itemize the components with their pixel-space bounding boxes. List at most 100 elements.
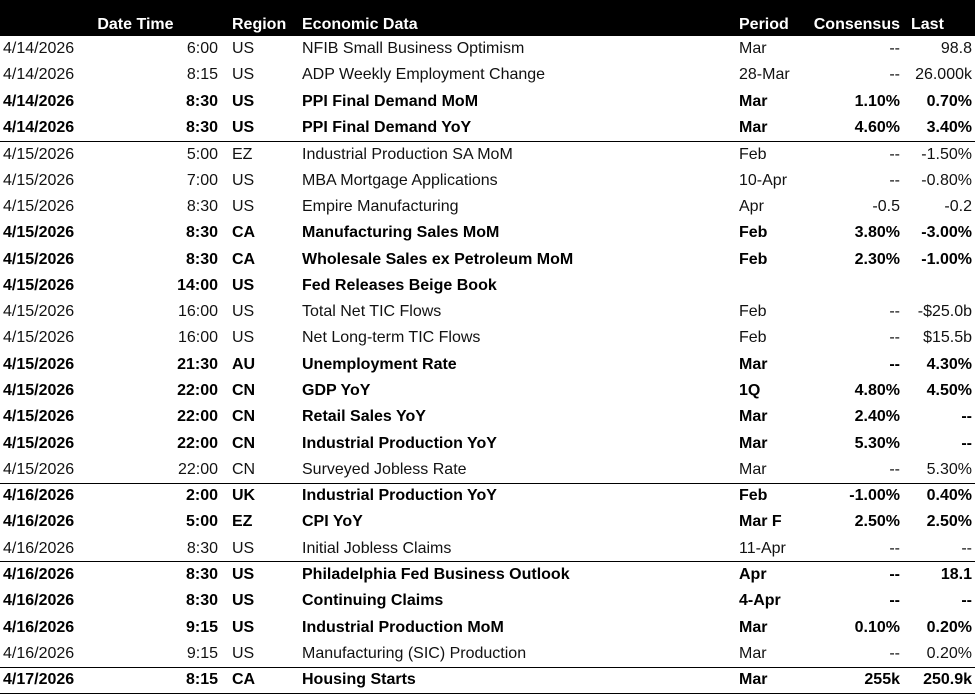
cell-time: 22:00 [177,434,218,452]
cell-region: CN [232,434,256,452]
table-header: Date Time Region Economic Data Period Co… [0,0,975,36]
cell-economic-data: Industrial Production YoY [302,434,497,452]
header-time-label: Time [136,16,174,33]
cell-region: US [232,197,255,215]
cell-period: Feb [735,140,799,168]
cell-period [735,273,799,299]
cell-economic-data: Manufacturing (SIC) Production [302,644,527,662]
cell-consensus: -- [889,66,900,84]
cell-consensus: 2.30% [854,250,900,268]
cell-time: 8:15 [132,666,224,694]
cell-date: 4/16/2026 [3,539,75,557]
cell-date: 4/16/2026 [3,618,75,636]
cell-consensus [799,273,903,299]
table-row: 4/16/2026 8:30 US Continuing Claims 4-Apr -- -… [0,588,975,614]
cell-time: 6:00 [186,40,218,58]
cell-consensus: 4.60% [854,118,900,136]
cell-last: -3.00% [921,224,972,242]
cell-economic-data: Industrial Production MoM [302,618,504,636]
cell-period: Mar [739,408,768,426]
cell-region: CN [232,408,256,426]
cell-period: 1Q [739,382,761,399]
table-row: 4/15/2026 22:00 CN Industrial Production Yo… [0,430,975,456]
table-row: 4/15/2026 7:00 US MBA Mortgage Applications… [0,167,975,193]
table-row: 4/15/2026 8:30 CA Manufacturing Sales MoM Fe… [0,220,975,246]
cell-time: 8:30 [132,561,224,589]
cell-consensus: -- [889,539,900,557]
cell-economic-data: Surveyed Jobless Rate [302,460,467,478]
cell-time: 9:15 [186,644,218,662]
cell-economic-data: Net Long-term TIC Flows [302,329,481,347]
table-row: 4/16/2026 8:30 US Initial Jobless Claims 11-… [0,536,975,562]
cell-last: 0.40% [903,482,975,510]
cell-economic-data: Unemployment Rate [302,355,457,373]
cell-period: Feb [739,303,767,321]
cell-consensus: 255k [799,666,903,694]
table-row: 4/15/2026 22:00 CN Retail Sales YoY Mar 2.40%… [0,404,975,430]
header-consensus: Consensus [813,16,900,33]
cell-time: 8:30 [186,539,218,557]
cell-region: US [232,66,255,84]
table-row: 4/14/2026 8:30 US PPI Final Demand MoM Mar 1.… [0,89,975,115]
cell-last: 2.50% [926,513,972,531]
cell-region: US [232,92,255,110]
table-row: 4/16/2026 9:15 US Industrial Production MoM… [0,615,975,641]
cell-time: 22:00 [177,408,218,426]
cell-region: US [232,303,255,321]
cell-date: 4/15/2026 [3,197,75,215]
cell-period: Apr [735,561,799,589]
cell-economic-data: Wholesale Sales ex Petroleum MoM [302,250,574,268]
cell-period: Apr [739,197,764,215]
table-row: 4/16/2026 8:30 US Philadelphia Fed Business… [0,561,975,589]
cell-region: US [232,329,255,347]
cell-consensus: -- [889,303,900,321]
cell-period: Feb [735,482,799,510]
cell-time: 8:30 [185,592,218,610]
cell-region: US [232,644,255,662]
table-row: 4/15/2026 5:00 EZ Industrial Production SA … [0,140,975,168]
cell-economic-data: MBA Mortgage Applications [302,171,498,189]
cell-economic-data: Industrial Production YoY [296,482,735,510]
cell-date: 4/16/2026 [0,561,132,589]
cell-period: 10-Apr [739,171,788,189]
cell-time: 22:00 [177,460,218,478]
table-row: 4/15/2026 22:00 CN Surveyed Jobless Rate Mar… [0,457,975,483]
cell-last: -- [961,434,972,452]
cell-date: 4/15/2026 [3,276,75,294]
table-row: 4/14/2026 8:30 US PPI Final Demand YoY Mar 4.… [0,115,975,141]
cell-last: -$25.0b [917,303,972,321]
cell-region: CA [232,250,256,268]
cell-period: Mar [739,40,767,58]
cell-time: 8:30 [185,92,218,110]
cell-time: 22:00 [177,382,218,399]
cell-period: Mar F [739,513,782,531]
cell-last: 4.30% [926,355,972,373]
cell-period: Mar [739,460,767,478]
cell-economic-data: Continuing Claims [302,592,444,610]
cell-last: 18.1 [903,561,975,589]
cell-region: UK [224,482,296,510]
table-row: 4/15/2026 16:00 US Net Long-term TIC Flows F… [0,325,975,351]
table-row: 4/15/2026 8:30 US Empire Manufacturing Apr -0… [0,194,975,220]
table-row: 4/14/2026 8:15 US ADP Weekly Employment Cha… [0,62,975,88]
table-row: 4/15/2026 16:00 US Total Net TIC Flows Feb --… [0,299,975,325]
cell-region: CA [232,224,256,242]
cell-consensus: 1.10% [854,92,900,110]
cell-period: Mar [739,618,768,636]
cell-date: 4/15/2026 [3,303,75,321]
cell-last: -1.50% [903,140,975,168]
cell-economic-data: PPI Final Demand YoY [302,118,472,136]
cell-economic-data: Retail Sales YoY [302,408,426,426]
cell-last [903,273,975,299]
table-row: 4/16/2026 9:15 US Manufacturing (SIC) Produ… [0,641,975,667]
cell-region: AU [232,355,256,373]
cell-region: US [232,618,255,636]
cell-last: 0.20% [926,644,972,662]
cell-period: 4-Apr [739,592,781,610]
cell-economic-data: GDP YoY [302,382,371,399]
cell-consensus: -- [889,644,900,662]
cell-consensus: 0.10% [854,618,900,636]
cell-period: 28-Mar [739,66,790,84]
cell-economic-data: NFIB Small Business Optimism [302,40,525,58]
cell-consensus: -- [889,355,900,373]
